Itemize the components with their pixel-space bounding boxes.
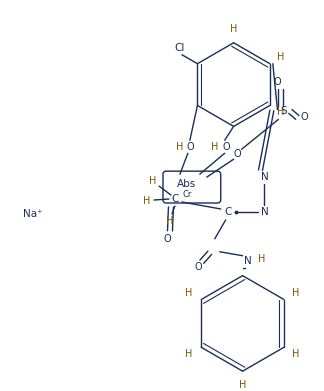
Text: O: O <box>300 113 308 122</box>
Text: N: N <box>260 207 268 217</box>
Text: N: N <box>244 256 251 266</box>
Text: Cl: Cl <box>175 43 185 53</box>
Text: O: O <box>223 142 230 152</box>
Text: H: H <box>258 254 265 264</box>
Text: O: O <box>163 234 171 244</box>
Text: O: O <box>194 262 202 272</box>
Text: H: H <box>144 196 151 206</box>
Text: H: H <box>239 380 246 390</box>
Text: O: O <box>186 142 194 152</box>
Text: Abs: Abs <box>177 179 196 189</box>
Text: H: H <box>176 142 184 152</box>
Text: H: H <box>292 349 300 359</box>
Text: S: S <box>280 106 287 117</box>
Text: N: N <box>260 172 268 182</box>
FancyBboxPatch shape <box>163 171 221 203</box>
Text: Na⁺: Na⁺ <box>23 209 42 219</box>
Text: H: H <box>230 24 237 34</box>
Text: H: H <box>166 216 174 226</box>
Text: Cr: Cr <box>182 190 191 199</box>
Text: H: H <box>292 287 300 298</box>
Text: O: O <box>234 149 241 159</box>
Text: C: C <box>224 207 231 217</box>
Text: H: H <box>149 176 157 186</box>
Text: H: H <box>277 107 285 117</box>
Text: H: H <box>277 52 285 62</box>
Text: O: O <box>273 77 281 86</box>
Text: H: H <box>185 287 193 298</box>
Text: C: C <box>171 194 179 204</box>
Text: H: H <box>185 349 193 359</box>
Text: H: H <box>211 142 218 152</box>
